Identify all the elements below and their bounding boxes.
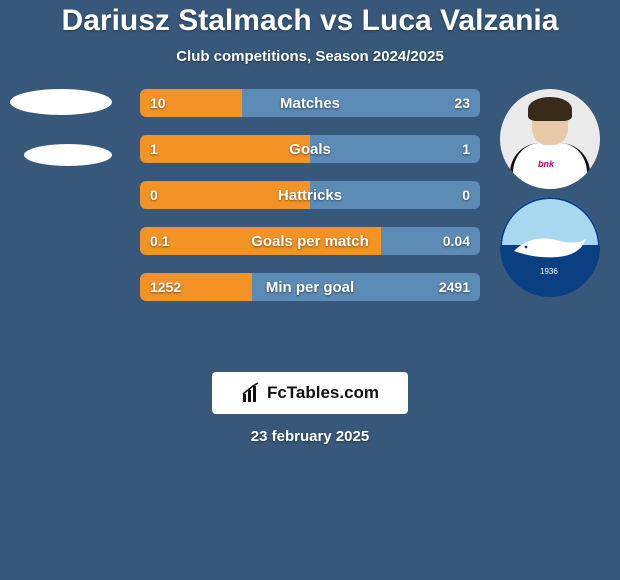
bars-icon (241, 382, 263, 404)
page-title: Dariusz Stalmach vs Luca Valzania (0, 4, 620, 38)
stat-row: 0.1Goals per match0.04 (140, 227, 480, 255)
right-player-club-logo: 1936 (500, 197, 600, 297)
stats-bars: 10Matches23 1Goals1 0Hattricks0 0.1Goals pe… (140, 89, 480, 319)
fctables-logo: FcTables.com (212, 372, 408, 414)
footer: FcTables.com 23 february 2025 (0, 372, 620, 445)
content-area: bnk 1936 10Matches23 1Goals1 0Hattricks0 0.… (0, 89, 620, 349)
stat-label: Min per goal (140, 279, 480, 296)
stat-row: 1252Min per goal2491 (140, 273, 480, 301)
placeholder-ellipse-large (10, 89, 112, 115)
stat-row: 10Matches23 (140, 89, 480, 117)
left-player-placeholder (10, 89, 112, 166)
right-player-photo: bnk (500, 89, 600, 189)
stat-row: 0Hattricks0 (140, 181, 480, 209)
stat-label: Hattricks (140, 187, 480, 204)
stat-label: Goals per match (140, 233, 480, 250)
subtitle: Club competitions, Season 2024/2025 (0, 48, 620, 65)
stat-label: Goals (140, 141, 480, 158)
comparison-card: Dariusz Stalmach vs Luca Valzania Club c… (0, 0, 620, 580)
stat-label: Matches (140, 95, 480, 112)
stat-row: 1Goals1 (140, 135, 480, 163)
right-player-block: bnk 1936 (500, 89, 600, 297)
club-founding-year: 1936 (540, 267, 558, 276)
date: 23 february 2025 (0, 428, 620, 445)
fctables-logo-text: FcTables.com (267, 383, 379, 403)
dolphin-icon (512, 231, 588, 263)
placeholder-ellipse-small (24, 144, 112, 166)
